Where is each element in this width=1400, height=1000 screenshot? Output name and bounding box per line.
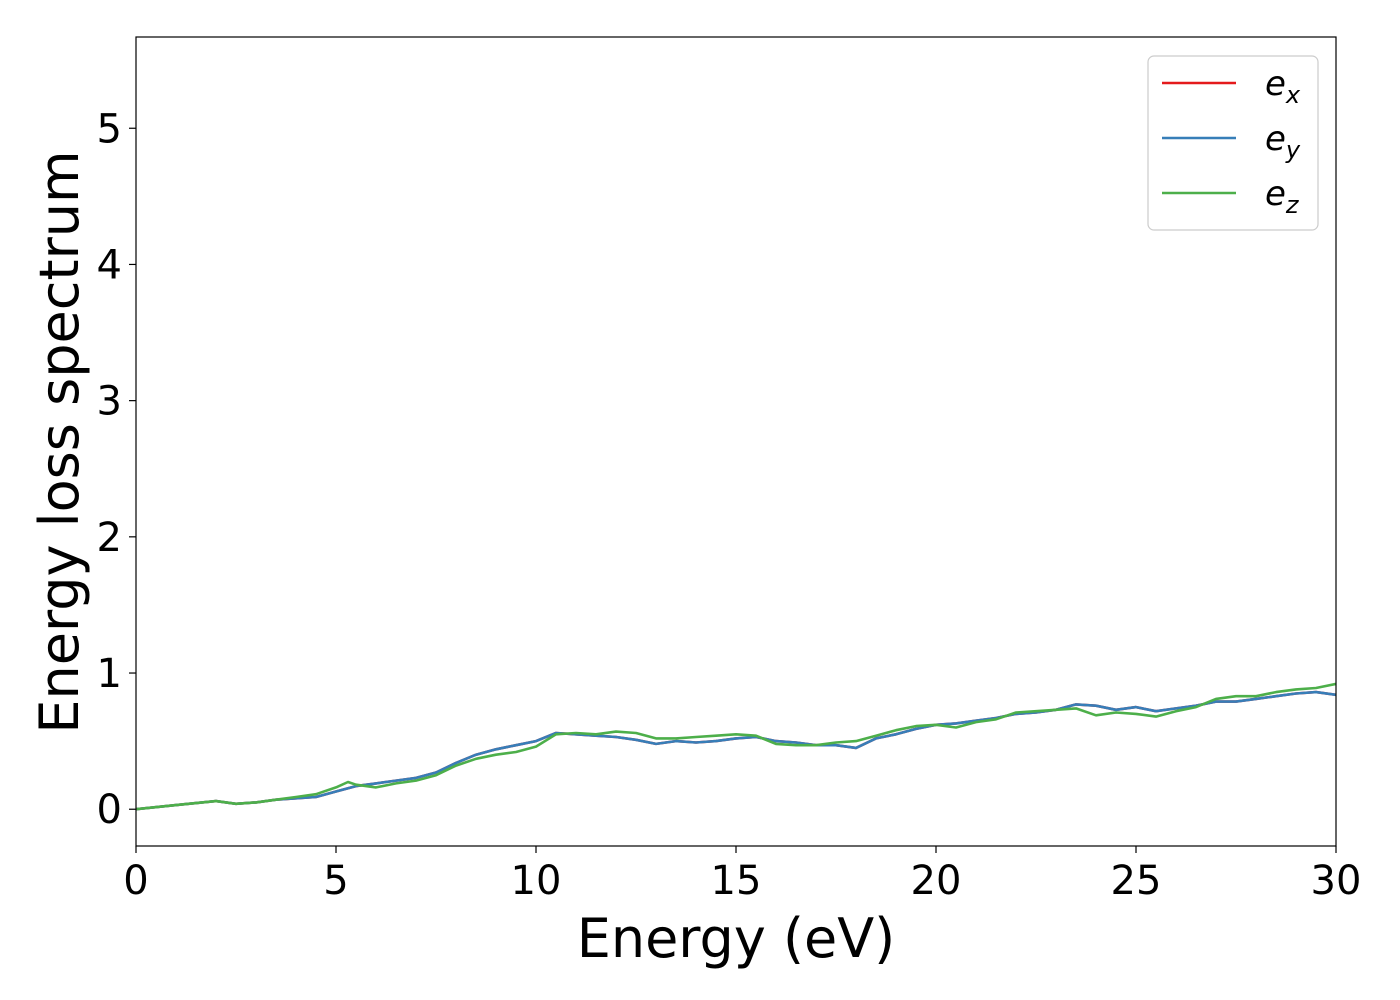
series-layer <box>136 682 1336 811</box>
legend-label-base: e <box>1265 119 1286 159</box>
x-tick-label: 5 <box>323 858 348 904</box>
x-tick-label: 10 <box>511 858 562 904</box>
x-axis-title: Energy (eV) <box>577 907 896 970</box>
y-tick-label: 1 <box>97 651 122 697</box>
legend-label-subscript: y <box>1285 136 1301 164</box>
series-line-ez <box>136 682 1336 811</box>
y-tick-label: 2 <box>97 515 122 561</box>
y-tick-label: 3 <box>97 379 122 425</box>
y-tick-label: 0 <box>97 787 122 833</box>
legend-label-base: e <box>1265 64 1286 104</box>
y-axis: 0 1 2 3 4 5 <box>97 106 136 833</box>
y-tick-label: 5 <box>97 106 122 152</box>
legend-label-subscript: z <box>1285 191 1300 219</box>
legend-label-ez: ez <box>1265 174 1300 219</box>
x-tick-label: 25 <box>1111 858 1162 904</box>
legend-label-base: e <box>1265 174 1286 214</box>
legend-label-subscript: x <box>1285 81 1301 109</box>
x-tick-label: 30 <box>1311 858 1362 904</box>
y-tick-label: 4 <box>97 242 122 288</box>
x-tick-label: 15 <box>711 858 762 904</box>
legend-box <box>1147 55 1319 231</box>
x-tick-label: 20 <box>911 858 962 904</box>
x-tick-label: 0 <box>123 858 148 904</box>
legend-label-ex: ex <box>1265 64 1301 109</box>
legend-label-ey: ey <box>1265 119 1301 164</box>
series-line-ey <box>136 690 1336 811</box>
series-line-ex <box>136 690 1336 811</box>
x-axis: 0 5 10 15 20 25 30 <box>123 846 1361 904</box>
y-axis-title: Energy loss spectrum <box>28 150 91 733</box>
